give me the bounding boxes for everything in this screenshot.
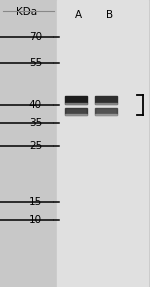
Text: A: A bbox=[74, 10, 82, 20]
Text: 35: 35 bbox=[29, 118, 42, 128]
Bar bbox=[95, 114, 117, 115]
Bar bbox=[65, 108, 87, 115]
Text: 25: 25 bbox=[29, 141, 42, 150]
Bar bbox=[95, 103, 117, 104]
Bar bbox=[57, 0, 148, 287]
Text: 15: 15 bbox=[29, 197, 42, 207]
Text: 70: 70 bbox=[29, 32, 42, 42]
Text: 40: 40 bbox=[29, 100, 42, 110]
Text: B: B bbox=[106, 10, 113, 20]
Bar bbox=[95, 96, 117, 104]
Bar bbox=[65, 114, 87, 115]
Bar bbox=[95, 108, 117, 115]
Bar bbox=[65, 103, 87, 104]
Text: KDa: KDa bbox=[16, 7, 38, 17]
Text: 10: 10 bbox=[29, 215, 42, 224]
Text: 55: 55 bbox=[29, 58, 42, 68]
Bar bbox=[65, 96, 87, 104]
